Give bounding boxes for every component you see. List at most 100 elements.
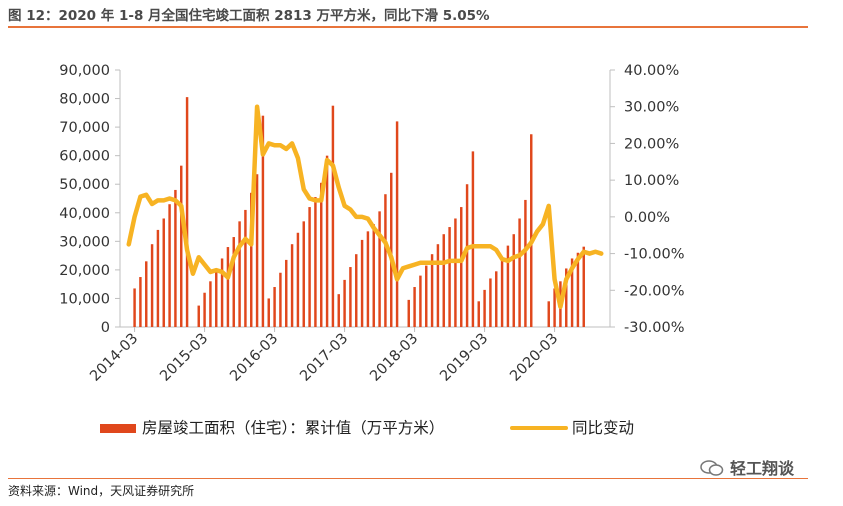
- bar: [419, 275, 422, 327]
- bar: [500, 257, 504, 327]
- watermark: 轻工翔谈: [700, 455, 794, 479]
- bar: [506, 245, 510, 327]
- right-tick-label: -20.00%: [624, 283, 685, 299]
- legend-bar-swatch: [100, 424, 136, 433]
- bar: [349, 267, 352, 327]
- right-tick-label: 40.00%: [624, 63, 679, 79]
- bar: [238, 221, 241, 327]
- left-tick-label: 0: [101, 320, 110, 336]
- bar: [530, 134, 533, 327]
- right-tick-label: 10.00%: [624, 173, 679, 189]
- title-divider: [8, 26, 808, 28]
- bar: [570, 258, 574, 327]
- bar: [460, 207, 463, 327]
- bar: [273, 287, 276, 327]
- x-tick-label: 2018-03: [367, 331, 421, 385]
- bar: [413, 287, 416, 327]
- bar: [215, 271, 218, 327]
- combo-chart: 0 10,000 20,000 30,000 40,000 50,000 60,000 70,…: [59, 63, 685, 437]
- bar: [442, 234, 445, 327]
- bar: [430, 254, 434, 327]
- source-note: 资料来源：Wind，天风证券研究所: [8, 484, 195, 498]
- left-tick-label: 80,000: [59, 92, 110, 108]
- left-tick-label: 40,000: [59, 206, 110, 222]
- bar: [384, 194, 387, 327]
- bar: [250, 192, 253, 327]
- x-tick-label: 2016-03: [227, 331, 281, 385]
- left-tick-label: 60,000: [59, 149, 110, 165]
- bar: [244, 209, 247, 327]
- bar: [547, 301, 550, 327]
- bar: [162, 218, 165, 327]
- bar: [255, 174, 259, 327]
- bar: [477, 301, 480, 327]
- bar: [355, 254, 358, 327]
- bar: [366, 231, 370, 327]
- bar: [285, 259, 288, 327]
- bar: [232, 237, 235, 327]
- bar: [302, 221, 305, 327]
- bar: [524, 199, 527, 327]
- bar: [495, 271, 498, 327]
- bar: [512, 234, 515, 327]
- bar: [372, 224, 375, 327]
- x-tick-label: 2015-03: [157, 331, 211, 385]
- bar: [279, 272, 282, 327]
- legend-bar-label: 房屋竣工面积（住宅）：累计值（万平方米）: [142, 419, 444, 437]
- x-tick-label: 2017-03: [297, 331, 351, 385]
- right-tick-label: -30.00%: [624, 320, 685, 336]
- left-tick-label: 70,000: [59, 120, 110, 136]
- footer-divider: [8, 478, 808, 479]
- left-tick-label: 10,000: [59, 291, 110, 307]
- bar: [133, 288, 136, 327]
- bar: [320, 182, 323, 327]
- bar: [407, 299, 410, 327]
- bar: [337, 294, 340, 327]
- bar: [325, 155, 329, 327]
- watermark-text: 轻工翔谈: [730, 459, 795, 478]
- bar: [296, 232, 300, 327]
- right-tick-label: 0.00%: [624, 210, 670, 226]
- bar: [197, 305, 200, 327]
- line-series: [126, 104, 604, 310]
- left-tick-label: 30,000: [59, 234, 110, 250]
- bar: [425, 265, 428, 327]
- right-tick-label: -10.00%: [624, 247, 685, 263]
- bar: [331, 105, 335, 327]
- bar: [185, 97, 189, 327]
- right-tick-label: 20.00%: [624, 136, 679, 152]
- bar: [448, 227, 451, 327]
- chart-axes: [115, 69, 615, 332]
- x-tick-label: 2020-03: [507, 331, 561, 385]
- bar: [390, 172, 393, 327]
- left-tick-label: 20,000: [59, 263, 110, 279]
- bar: [454, 218, 457, 327]
- bar: [174, 189, 177, 327]
- bar: [465, 184, 469, 327]
- bar: [220, 258, 224, 327]
- left-tick-label: 90,000: [59, 63, 110, 79]
- bar: [378, 211, 381, 327]
- bar: [203, 292, 206, 327]
- bar: [180, 165, 183, 327]
- bar: [582, 246, 585, 327]
- bar-series: [133, 97, 585, 328]
- yoy-line: [126, 104, 604, 310]
- bar: [145, 261, 148, 327]
- bar: [576, 252, 580, 327]
- bar: [308, 207, 311, 327]
- bar: [261, 115, 265, 327]
- bar: [483, 289, 486, 327]
- bar: [150, 244, 154, 327]
- figure-title: 图 12：2020 年 1-8 月全国住宅竣工面积 2813 万平方米，同比下滑…: [8, 8, 490, 24]
- bar: [553, 288, 556, 327]
- bar: [471, 151, 475, 327]
- bar: [436, 244, 440, 327]
- bar: [209, 281, 212, 327]
- bar: [314, 197, 317, 327]
- chart-legend: 房屋竣工面积（住宅）：累计值（万平方米） 同比变动: [100, 419, 634, 437]
- bar: [267, 298, 270, 327]
- bar: [518, 218, 521, 327]
- left-tick-label: 50,000: [59, 177, 110, 193]
- bar: [489, 278, 492, 327]
